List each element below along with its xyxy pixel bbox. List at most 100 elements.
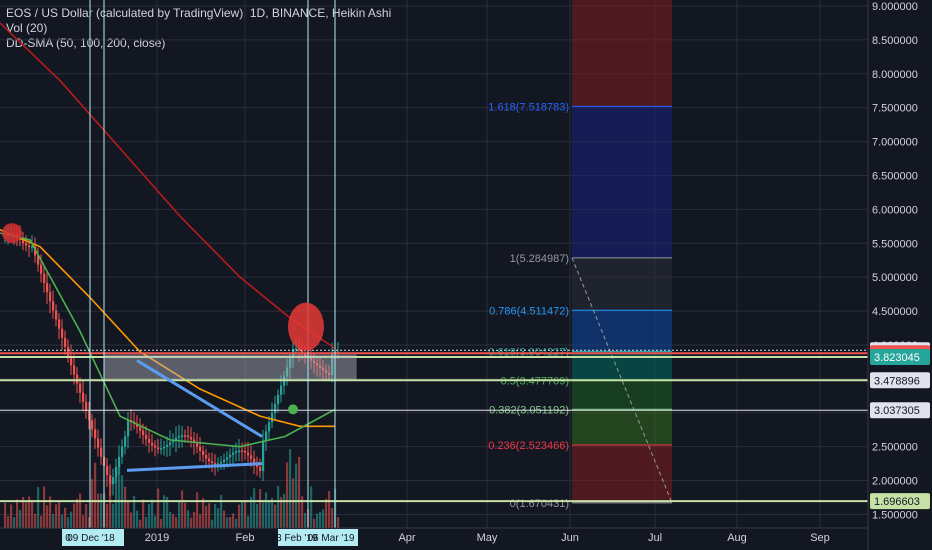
candle-body (136, 423, 139, 427)
candle-body (154, 445, 157, 448)
price-tag-bg (870, 402, 930, 419)
candle-body (295, 348, 298, 350)
volume-bar (214, 504, 217, 528)
volume-bar (193, 511, 196, 528)
volume-bar (76, 498, 79, 528)
fib-level-label: 0(1.670431) (510, 498, 569, 510)
candle-body (106, 465, 109, 476)
volume-bar (157, 488, 160, 528)
resistance-marker-ellipse (288, 302, 324, 351)
volume-bar (160, 519, 163, 528)
volume-bar (331, 507, 334, 528)
volume-bar (31, 500, 34, 528)
volume-bar (175, 517, 178, 528)
volume-bar (256, 503, 259, 528)
fib-level-label: 1.618(7.518783) (488, 101, 569, 113)
candle-body (241, 450, 244, 453)
volume-bar (337, 517, 340, 528)
volume-bar (148, 504, 151, 528)
price-tag-bg (870, 348, 930, 365)
volume-bar (4, 502, 7, 528)
date-highlight-label: 06 Mar '19 (308, 533, 355, 544)
fib-zone-top (572, 0, 672, 107)
fib-level-label: 1(5.284987) (510, 253, 569, 265)
volume-bar (277, 485, 280, 528)
volume-bar (91, 479, 94, 528)
candle-body (157, 447, 160, 450)
volume-bar (316, 513, 319, 528)
candle-body (172, 439, 175, 443)
volume-bar (187, 510, 190, 528)
fib-level-label: 0.5(3.477709) (501, 375, 570, 387)
volume-bar (172, 514, 175, 528)
volume-bar (241, 501, 244, 528)
candle-body (52, 301, 55, 311)
volume-bar (271, 497, 274, 528)
price-tag-label: 1.696603 (874, 496, 920, 508)
volume-bar (232, 513, 235, 528)
candle-body (109, 475, 112, 485)
candle-body (208, 458, 211, 462)
candle-body (148, 439, 151, 443)
candle-body (85, 401, 88, 412)
volume-bar (94, 462, 97, 528)
price-tick-label: 7.000000 (872, 137, 918, 149)
volume-bar (100, 493, 103, 528)
volume-bar (43, 486, 46, 528)
fib-zone (572, 310, 672, 352)
volume-bar (208, 503, 211, 528)
candle-body (280, 385, 283, 395)
volume-bar (7, 515, 10, 528)
volume-bar (70, 511, 73, 528)
candle-body (214, 463, 217, 465)
volume-bar (151, 499, 154, 528)
candle-body (235, 451, 238, 453)
candle-body (301, 350, 304, 354)
candle-body (22, 240, 25, 244)
candle-body (178, 435, 181, 438)
candle-body (328, 372, 331, 376)
candle-body (247, 452, 250, 456)
candle-body (55, 310, 58, 320)
candle-body (229, 454, 232, 458)
candle-body (190, 436, 193, 440)
volume-bar (49, 496, 52, 528)
time-tick-label: Aug (727, 532, 747, 544)
candle-body (274, 403, 277, 414)
candle-body (142, 430, 145, 436)
volume-bar (250, 496, 253, 528)
volume-bar (181, 490, 184, 528)
volume-bar (238, 504, 241, 528)
candle-body (322, 367, 325, 371)
candle-body (193, 439, 196, 443)
candle-body (223, 459, 226, 462)
volume-bar (142, 499, 145, 528)
volume-bar (46, 505, 49, 528)
fib-zone (572, 351, 672, 381)
volume-bar (313, 518, 316, 528)
volume-bar (289, 449, 292, 528)
volume-bar (325, 499, 328, 528)
price-tick-label: 6.500000 (872, 170, 918, 182)
volume-bar (229, 517, 232, 528)
volume-bar (259, 488, 262, 528)
price-tick-label: 6.000000 (872, 204, 918, 216)
candle-body (49, 292, 52, 302)
candle-body (70, 356, 73, 366)
candle-body (304, 353, 307, 356)
candle-body (118, 456, 121, 467)
candle-body (121, 446, 124, 457)
time-tick-label: Jun (561, 532, 579, 544)
volume-bar (10, 504, 13, 528)
candle-body (316, 362, 319, 366)
volume-bar (196, 492, 199, 528)
volume-bar (82, 515, 85, 528)
volume-bar (301, 496, 304, 528)
volume-bar (124, 486, 127, 528)
volume-bar (328, 490, 331, 528)
candle-body (127, 420, 130, 437)
volume-bar (34, 513, 37, 528)
candle-body (61, 328, 64, 338)
